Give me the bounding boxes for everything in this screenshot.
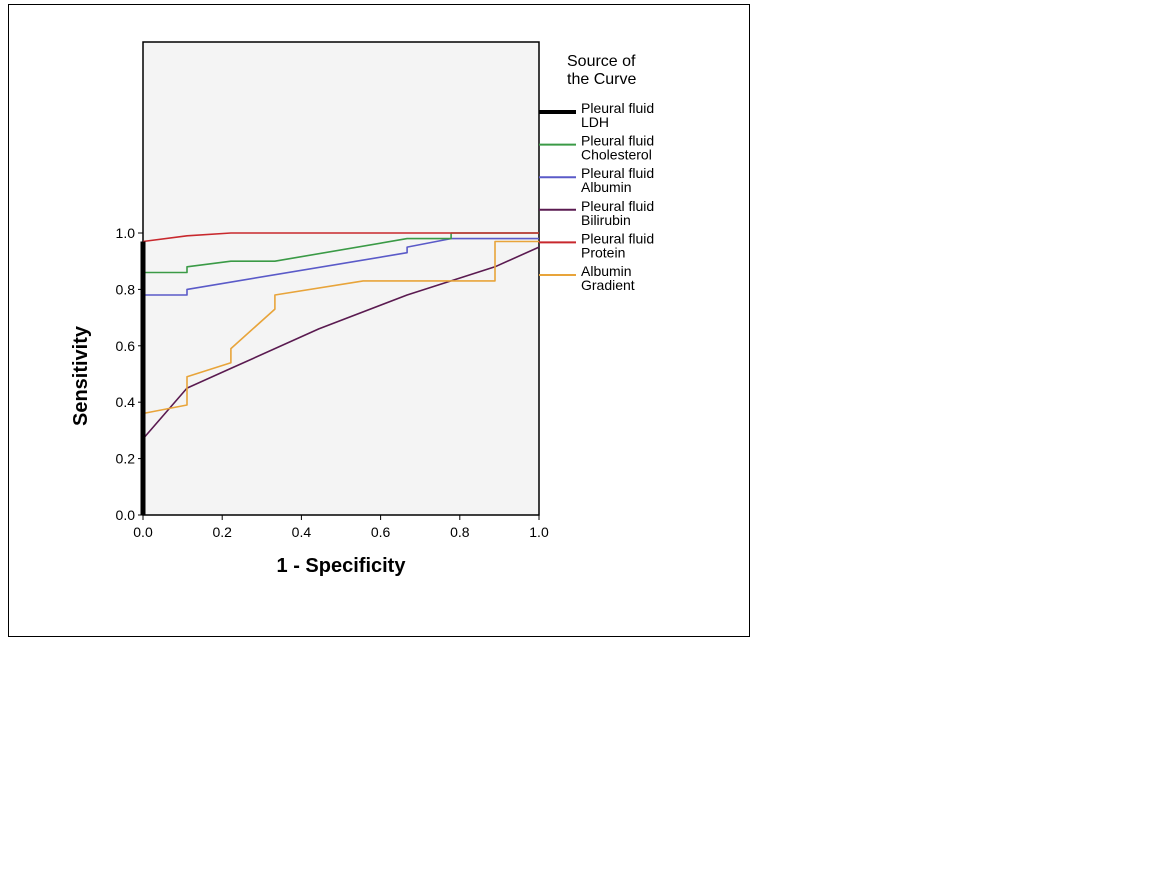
x-tick-label: 0.0 (133, 524, 153, 540)
x-axis-title: 1 - Specificity (277, 555, 407, 577)
y-tick-label: 0.0 (116, 507, 136, 523)
legend-label: Pleural fluid (581, 133, 654, 149)
chart-frame: 0.0 0.2 0.4 0.6 0.8 1.0 0.0 0.2 0.4 0.6 0.8 1.0 1 - … (8, 4, 750, 637)
legend-label: Albumin (581, 179, 632, 195)
legend-label: Gradient (581, 277, 635, 293)
x-tick-label: 0.6 (371, 524, 391, 540)
y-tick-label: 0.2 (116, 451, 136, 467)
legend-label: Pleural fluid (581, 165, 654, 181)
legend-label: Pleural fluid (581, 100, 654, 116)
roc-chart: 0.0 0.2 0.4 0.6 0.8 1.0 0.0 0.2 0.4 0.6 0.8 1.0 1 - … (70, 41, 654, 577)
legend-label: Protein (581, 244, 625, 260)
x-tick-label: 0.2 (212, 524, 232, 540)
y-tick-label: 0.6 (116, 338, 136, 354)
x-tick-label: 0.4 (292, 524, 312, 540)
legend-label: Pleural fluid (581, 198, 654, 214)
y-tick-label: 1.0 (116, 225, 136, 241)
legend-label: Bilirubin (581, 212, 631, 228)
series-line-4 (142, 232, 539, 243)
series-line-1 (143, 232, 539, 274)
y-tick-label: 0.8 (116, 281, 136, 297)
legend-title: Source of (567, 53, 636, 70)
legend-label: LDH (581, 114, 609, 130)
legend-label: Albumin (581, 263, 632, 279)
y-tick-label: 0.4 (116, 394, 136, 410)
x-tick-label: 1.0 (529, 524, 549, 540)
plot-area (142, 41, 540, 516)
y-axis-title: Sensitivity (70, 325, 92, 426)
legend-label: Cholesterol (581, 147, 652, 163)
x-tick-label: 0.8 (450, 524, 470, 540)
legend-title: the Curve (567, 71, 636, 88)
legend-label: Pleural fluid (581, 230, 654, 246)
series-line-5 (142, 240, 539, 415)
